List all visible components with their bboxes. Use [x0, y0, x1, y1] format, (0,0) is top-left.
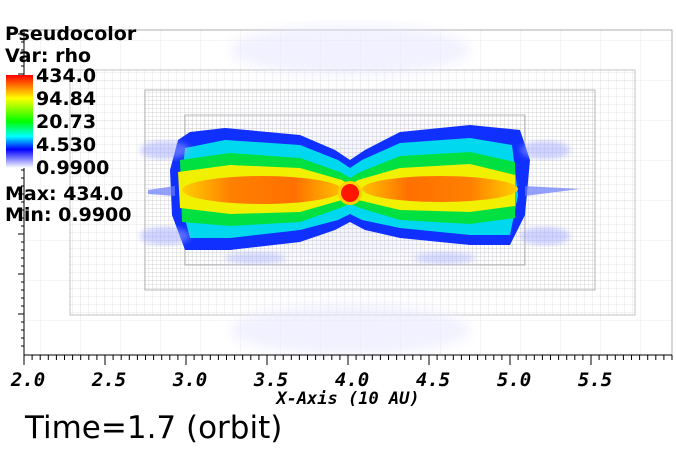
density-wisp-lr: [520, 227, 570, 245]
x-tick-label: 2.0: [10, 369, 45, 391]
x-tick-label: 3.5: [253, 369, 288, 391]
x-tick-label: 5.0: [497, 369, 531, 391]
faint-halo-bottom: [230, 305, 470, 355]
density-wisp-ml: [225, 252, 285, 264]
legend-variable: Var: rho: [5, 45, 92, 67]
plot-area: [23, 25, 673, 356]
x-tick-label: 4.0: [335, 369, 369, 391]
x-axis-title: X-Axis (10 AU): [274, 389, 419, 409]
x-tick-label: 4.5: [416, 369, 450, 391]
x-axis-major-ticks: [23, 355, 592, 365]
time-label: Time=1.7 (orbit): [25, 410, 283, 446]
density-wisp-ur: [520, 141, 570, 159]
colorbar-label-2: 94.84: [36, 88, 97, 110]
density-left-lobe: [182, 176, 342, 204]
density-core: [341, 184, 359, 202]
colorbar-label-5: 0.9900: [36, 157, 110, 179]
density-field: [140, 125, 580, 264]
legend-max: Max: 434.0: [5, 183, 124, 205]
x-axis-tick-labels: 2.0 2.5 3.0 3.5 4.0 4.5 5.0 5.5: [10, 369, 612, 391]
legend-colorbar: [6, 75, 33, 168]
x-tick-label: 5.5: [578, 369, 612, 391]
density-right-lobe: [362, 176, 518, 202]
density-wisp-mr: [415, 252, 475, 264]
colorbar-label-3: 20.73: [36, 111, 97, 133]
x-tick-label: 3.0: [172, 369, 207, 391]
legend-title: Pseudocolor: [5, 23, 137, 45]
density-streamer-left: [148, 186, 175, 196]
faint-halo-top: [230, 25, 470, 75]
colorbar-label-1: 434.0: [36, 65, 97, 87]
x-tick-label: 2.5: [91, 369, 126, 391]
colorbar-label-4: 4.530: [36, 134, 97, 156]
x-axis: 2.0 2.5 3.0 3.5 4.0 4.5 5.0 5.5 X-Axis (10 AU): [10, 354, 673, 409]
density-streamer-right: [525, 186, 580, 196]
legend-min: Min: 0.9900: [5, 204, 132, 226]
density-wisp-ll: [140, 227, 190, 245]
density-wisp-ul: [140, 141, 190, 159]
